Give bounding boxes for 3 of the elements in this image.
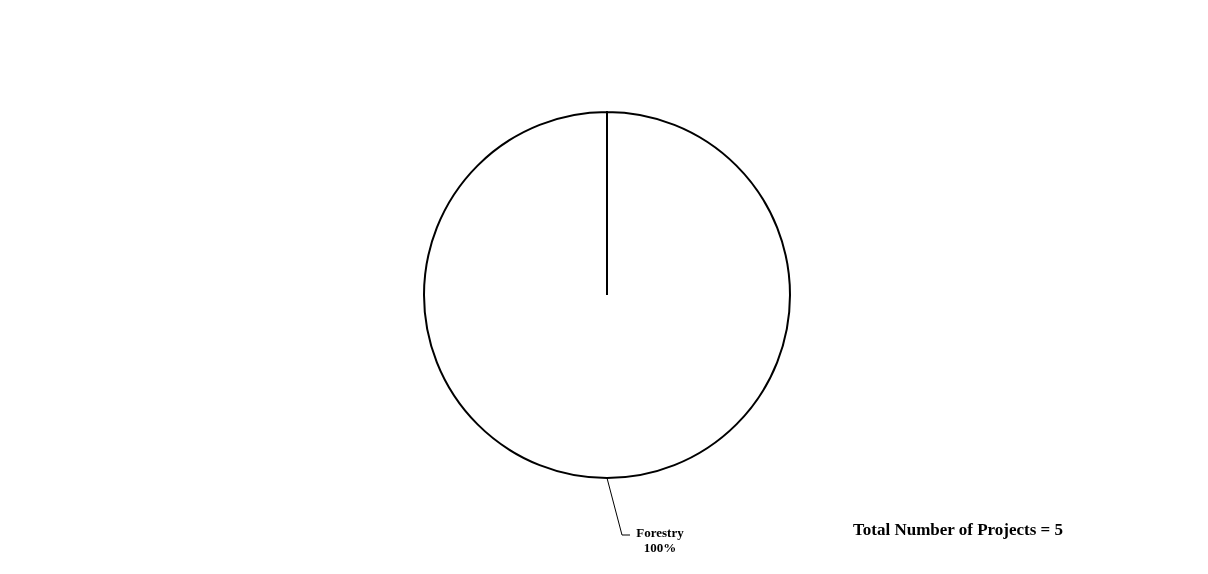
text: Total Number of Projects = 5 bbox=[852, 520, 1064, 539]
legend-label: Forestry bbox=[636, 525, 685, 540]
data-label: 100% bbox=[643, 540, 677, 555]
